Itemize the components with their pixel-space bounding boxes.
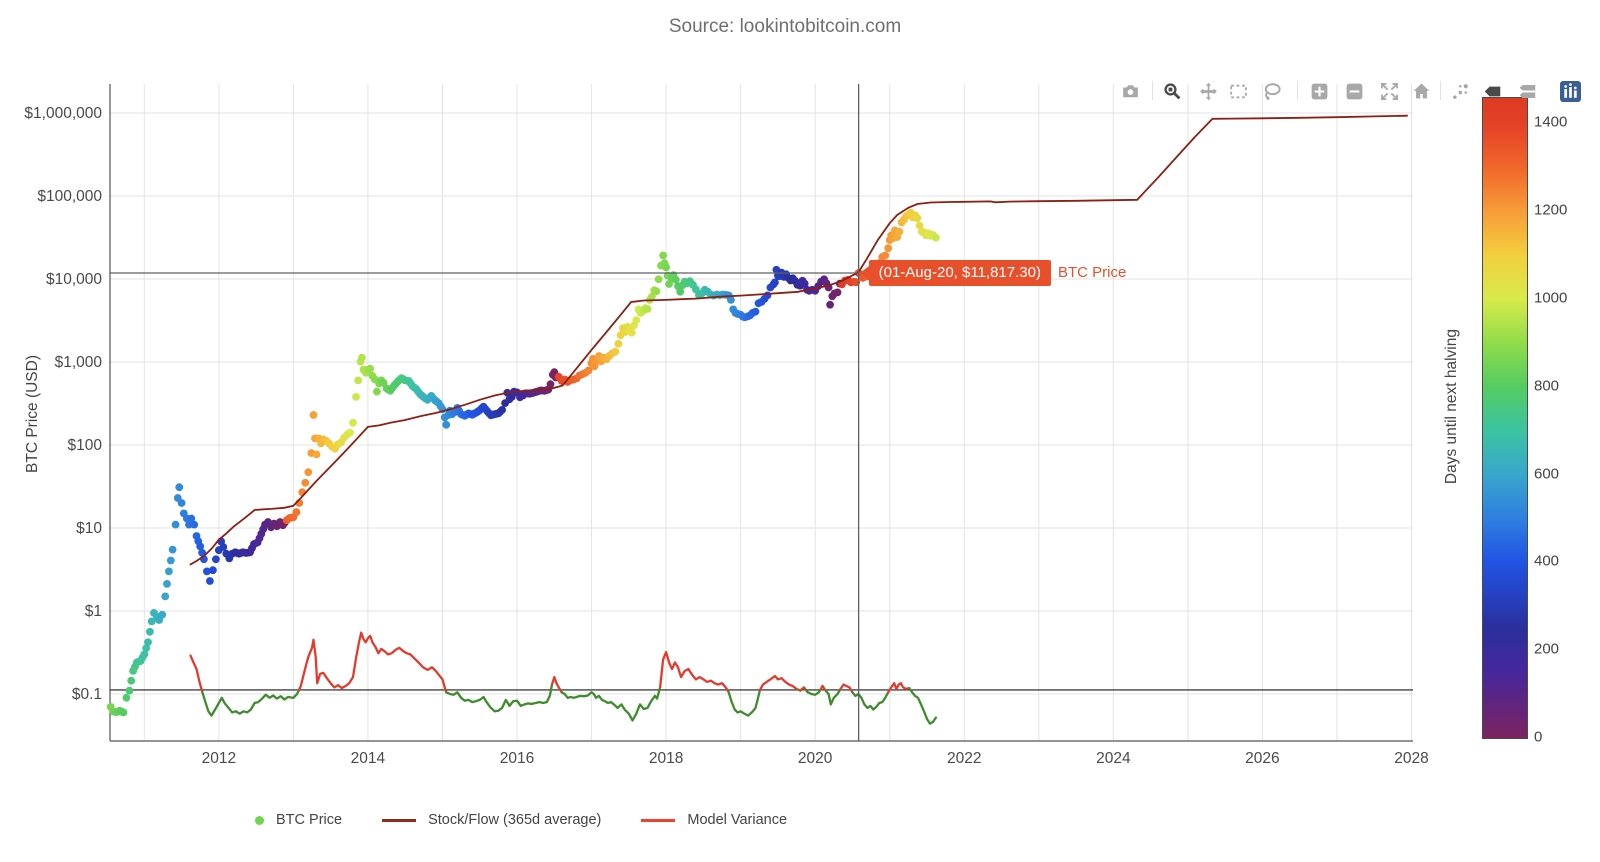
x-axis-labels: 2012 2014 2016 2018 2020 2022 2024 2026 2028 <box>202 750 1429 767</box>
zoom-icon[interactable] <box>1160 79 1184 103</box>
colorbar-gradient <box>1482 97 1528 739</box>
svg-text:2012: 2012 <box>202 750 236 767</box>
tooltip-arrow <box>859 265 869 280</box>
lasso-icon[interactable] <box>1260 79 1284 103</box>
colorbar-tick: 1000 <box>1534 289 1568 307</box>
plot-area[interactable]: 2012 2014 2016 2018 2020 2022 2024 2026 2028 $0.1… <box>0 0 1600 800</box>
autoscale-icon[interactable] <box>1377 79 1401 103</box>
svg-text:2014: 2014 <box>351 750 386 767</box>
zoom-out-icon[interactable] <box>1342 79 1366 103</box>
svg-text:$100: $100 <box>68 437 103 454</box>
zoom-in-icon[interactable] <box>1307 79 1331 103</box>
model-variance-line-icon <box>641 818 676 822</box>
svg-text:$100,000: $100,000 <box>37 188 102 205</box>
legend: BTC Price Stock/Flow (365d average) Mode… <box>255 812 787 828</box>
legend-label: BTC Price <box>276 812 343 828</box>
colorbar-tick: 1400 <box>1534 113 1568 131</box>
svg-text:$10: $10 <box>76 520 102 537</box>
colorbar-tick: 200 <box>1534 640 1560 658</box>
svg-text:2022: 2022 <box>947 750 981 767</box>
colorbar-tick: 800 <box>1534 377 1560 395</box>
grid <box>110 84 1413 741</box>
legend-label: Model Variance <box>687 812 788 828</box>
pan-icon[interactable] <box>1196 79 1220 103</box>
svg-text:2024: 2024 <box>1096 750 1131 767</box>
btc-price-marker-icon <box>255 815 264 825</box>
camera-icon[interactable] <box>1118 79 1142 103</box>
legend-item-stock-flow[interactable]: Stock/Flow (365d average) <box>382 812 601 828</box>
colorbar-tick: 600 <box>1534 465 1560 483</box>
svg-text:$1: $1 <box>85 603 102 620</box>
modebar-divider <box>1152 81 1153 100</box>
svg-text:$0.1: $0.1 <box>72 686 102 703</box>
y-axis-labels: $0.1 $1 $10 $100 $1,000 $10,000 $100,000 $1,000… <box>24 105 102 703</box>
plotly-dots-icon[interactable] <box>1448 79 1472 103</box>
legend-item-model-variance[interactable]: Model Variance <box>641 812 787 828</box>
svg-text:$1,000,000: $1,000,000 <box>24 105 102 122</box>
plotly-logo-icon[interactable] <box>1558 79 1582 103</box>
model-variance-line <box>189 631 938 725</box>
modebar-divider <box>1297 81 1298 100</box>
colorbar-tick: 400 <box>1534 552 1560 570</box>
colorbar-tick: 1200 <box>1534 201 1568 219</box>
svg-text:2016: 2016 <box>500 750 534 767</box>
box-select-icon[interactable] <box>1226 79 1250 103</box>
page-title: Source: lookintobitcoin.com <box>668 16 902 37</box>
hover-closest-icon[interactable] <box>1480 79 1504 103</box>
svg-text:2020: 2020 <box>798 750 833 767</box>
svg-text:2028: 2028 <box>1394 750 1428 767</box>
svg-text:2026: 2026 <box>1245 750 1279 767</box>
modebar-divider <box>1440 81 1441 100</box>
tooltip-label: (01-Aug-20, $11,817.30) <box>868 259 1051 286</box>
stock-flow-line-icon <box>382 818 417 822</box>
tooltip-series-name: BTC Price <box>1057 264 1127 282</box>
svg-text:$10,000: $10,000 <box>46 271 102 288</box>
reset-home-icon[interactable] <box>1409 79 1433 103</box>
svg-text:2018: 2018 <box>649 750 683 767</box>
legend-item-btc-price[interactable]: BTC Price <box>255 812 342 828</box>
stock-flow-line <box>189 114 1408 566</box>
hover-tooltip: (01-Aug-20, $11,817.30) BTC Price <box>859 259 1127 286</box>
hover-compare-icon[interactable] <box>1515 79 1539 103</box>
svg-text:$1,000: $1,000 <box>55 354 103 371</box>
colorbar-tick: 0 <box>1534 728 1543 746</box>
legend-label: Stock/Flow (365d average) <box>428 812 602 828</box>
